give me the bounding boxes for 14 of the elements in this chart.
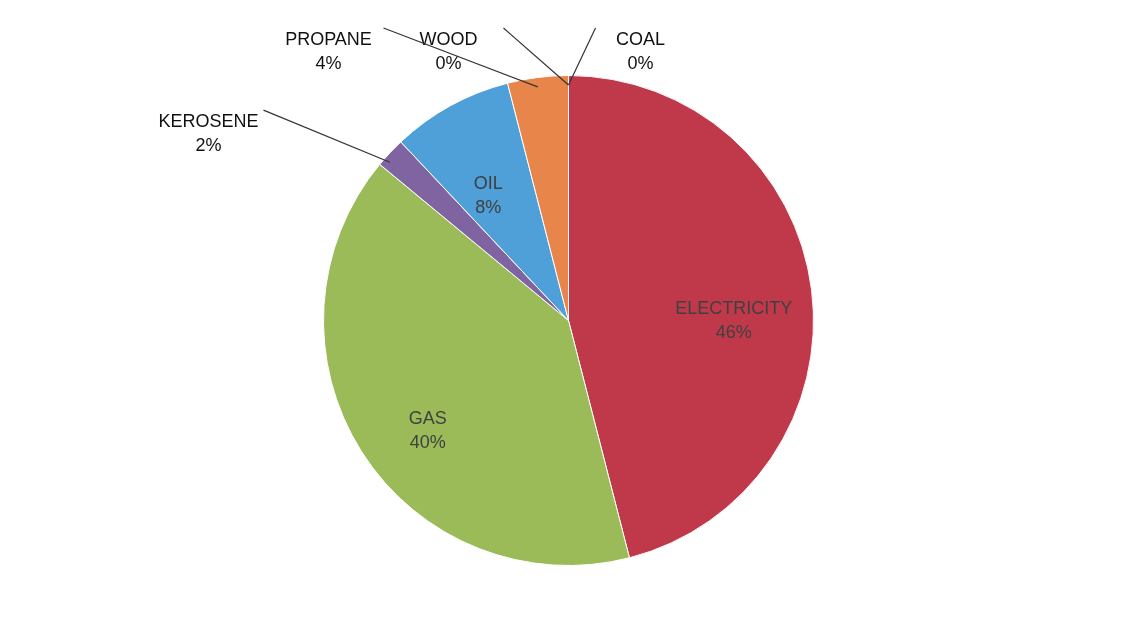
category-label: WOOD: [419, 29, 478, 49]
data-label: 2%: [195, 135, 222, 156]
text: 0%: [627, 53, 654, 73]
slice-label: PROPANE: [285, 29, 372, 49]
data-label: 8%: [475, 197, 502, 218]
data-label: 46%: [715, 322, 752, 343]
data-label: 4%: [315, 53, 342, 73]
text: 0%: [435, 53, 462, 73]
slice-label: OIL: [473, 173, 503, 194]
slice-label: ELECTRICITY: [675, 298, 793, 319]
data-label: 40%: [409, 432, 446, 453]
slice-label: KEROSENE: [158, 111, 259, 132]
category-label: COAL: [615, 29, 666, 49]
slice-label: GAS: [408, 408, 447, 429]
